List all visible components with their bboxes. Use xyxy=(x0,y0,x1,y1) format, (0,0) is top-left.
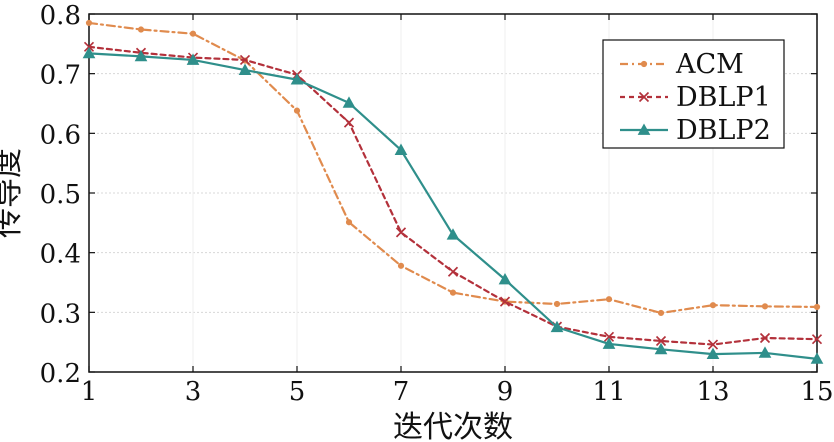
dblp1-point-stroke-b xyxy=(239,54,251,66)
y-tick-label: 0.5 xyxy=(40,180,81,210)
acm-point xyxy=(85,19,93,27)
acm-point xyxy=(189,30,197,37)
dblp1-point-stroke-b xyxy=(395,227,407,238)
dblp1-point-stroke-b xyxy=(655,335,667,347)
legend-label: ACM xyxy=(675,49,744,80)
x-tick-label: 5 xyxy=(289,377,306,407)
dblp2-point xyxy=(290,73,304,85)
dblp2-point xyxy=(134,49,148,62)
legend-entry-dblp2: DBLP2 xyxy=(620,115,771,146)
dblp2-point xyxy=(446,228,460,240)
legend-dblp2-point xyxy=(637,123,651,135)
dblp1-point xyxy=(343,117,355,128)
series-dblp2 xyxy=(82,46,824,364)
legend-entry-acm: ACM xyxy=(620,49,744,80)
legend-entry-dblp1: DBLP1 xyxy=(620,82,771,113)
legend-acm-point xyxy=(640,60,648,68)
dblp2-point xyxy=(706,347,720,359)
acm-point xyxy=(813,303,821,311)
acm-point xyxy=(709,302,717,309)
dblp2-point xyxy=(342,96,356,108)
y-tick-label: 0.4 xyxy=(40,240,81,270)
y-tick-label: 0.2 xyxy=(40,359,81,389)
legend-label: DBLP2 xyxy=(676,115,771,146)
dblp2-point xyxy=(498,272,512,285)
acm-point xyxy=(293,107,301,114)
dblp1-point xyxy=(447,266,459,277)
x-tick-label: 11 xyxy=(592,377,625,407)
dblp1-point xyxy=(655,335,667,347)
x-tick-label: 13 xyxy=(696,377,729,407)
x-axis-label: 迭代次数 xyxy=(393,410,513,442)
dblp2-point xyxy=(602,337,616,349)
dblp2-point xyxy=(186,53,200,65)
dblp1-point-stroke-b xyxy=(811,334,823,345)
acm-point xyxy=(605,296,613,303)
dblp2-point xyxy=(810,352,824,364)
acm-point xyxy=(345,219,353,226)
legend-dblp1-point xyxy=(638,91,650,103)
dblp1-point xyxy=(811,334,823,345)
dblp2-point xyxy=(654,342,668,355)
y-tick-label: 0.8 xyxy=(40,1,81,31)
dblp1-point-stroke-b xyxy=(343,117,355,128)
dblp1-point-stroke-b xyxy=(759,332,771,344)
legend-dblp1-point-stroke-b xyxy=(638,91,650,103)
dblp1-point xyxy=(83,41,95,52)
x-tick-label: 15 xyxy=(800,377,833,407)
dblp1-point xyxy=(499,296,511,307)
dblp1-point-stroke-b xyxy=(707,339,719,350)
y-tick-label: 0.6 xyxy=(40,120,81,150)
dblp1-point xyxy=(603,331,615,342)
acm-point xyxy=(657,309,665,317)
x-tick-label: 3 xyxy=(185,377,202,407)
dblp1-point-stroke-b xyxy=(83,41,95,52)
dblp2-point xyxy=(550,320,564,333)
y-axis-label: 传导度 xyxy=(0,148,26,238)
dblp2-point xyxy=(394,143,408,155)
dblp1-point xyxy=(759,332,771,344)
acm-point xyxy=(553,300,561,308)
dblp2-point xyxy=(238,63,252,75)
acm-point xyxy=(137,26,145,33)
x-tick-label: 7 xyxy=(393,377,410,407)
dblp1-point xyxy=(395,227,407,238)
legend-label: DBLP1 xyxy=(676,82,771,113)
acm-point xyxy=(397,262,405,269)
dblp1-point xyxy=(707,339,719,350)
y-tick-label: 0.7 xyxy=(40,61,81,91)
acm-point xyxy=(761,303,769,310)
dblp1-point-stroke-b xyxy=(447,266,459,277)
y-tick-label: 0.3 xyxy=(40,299,81,329)
acm-point xyxy=(449,289,457,296)
dblp1-point-stroke-b xyxy=(499,296,511,307)
dblp2-point xyxy=(758,346,772,358)
dblp1-point xyxy=(239,54,251,66)
axis-ticks: 0.20.30.40.50.60.70.81 3 5 7 9 11 13 15 xyxy=(40,1,834,407)
x-tick-label: 9 xyxy=(497,377,514,407)
series-layer xyxy=(82,19,824,364)
dblp2-point xyxy=(82,46,96,59)
x-tick-label: 1 xyxy=(81,377,98,407)
dblp1-point-stroke-b xyxy=(603,331,615,342)
